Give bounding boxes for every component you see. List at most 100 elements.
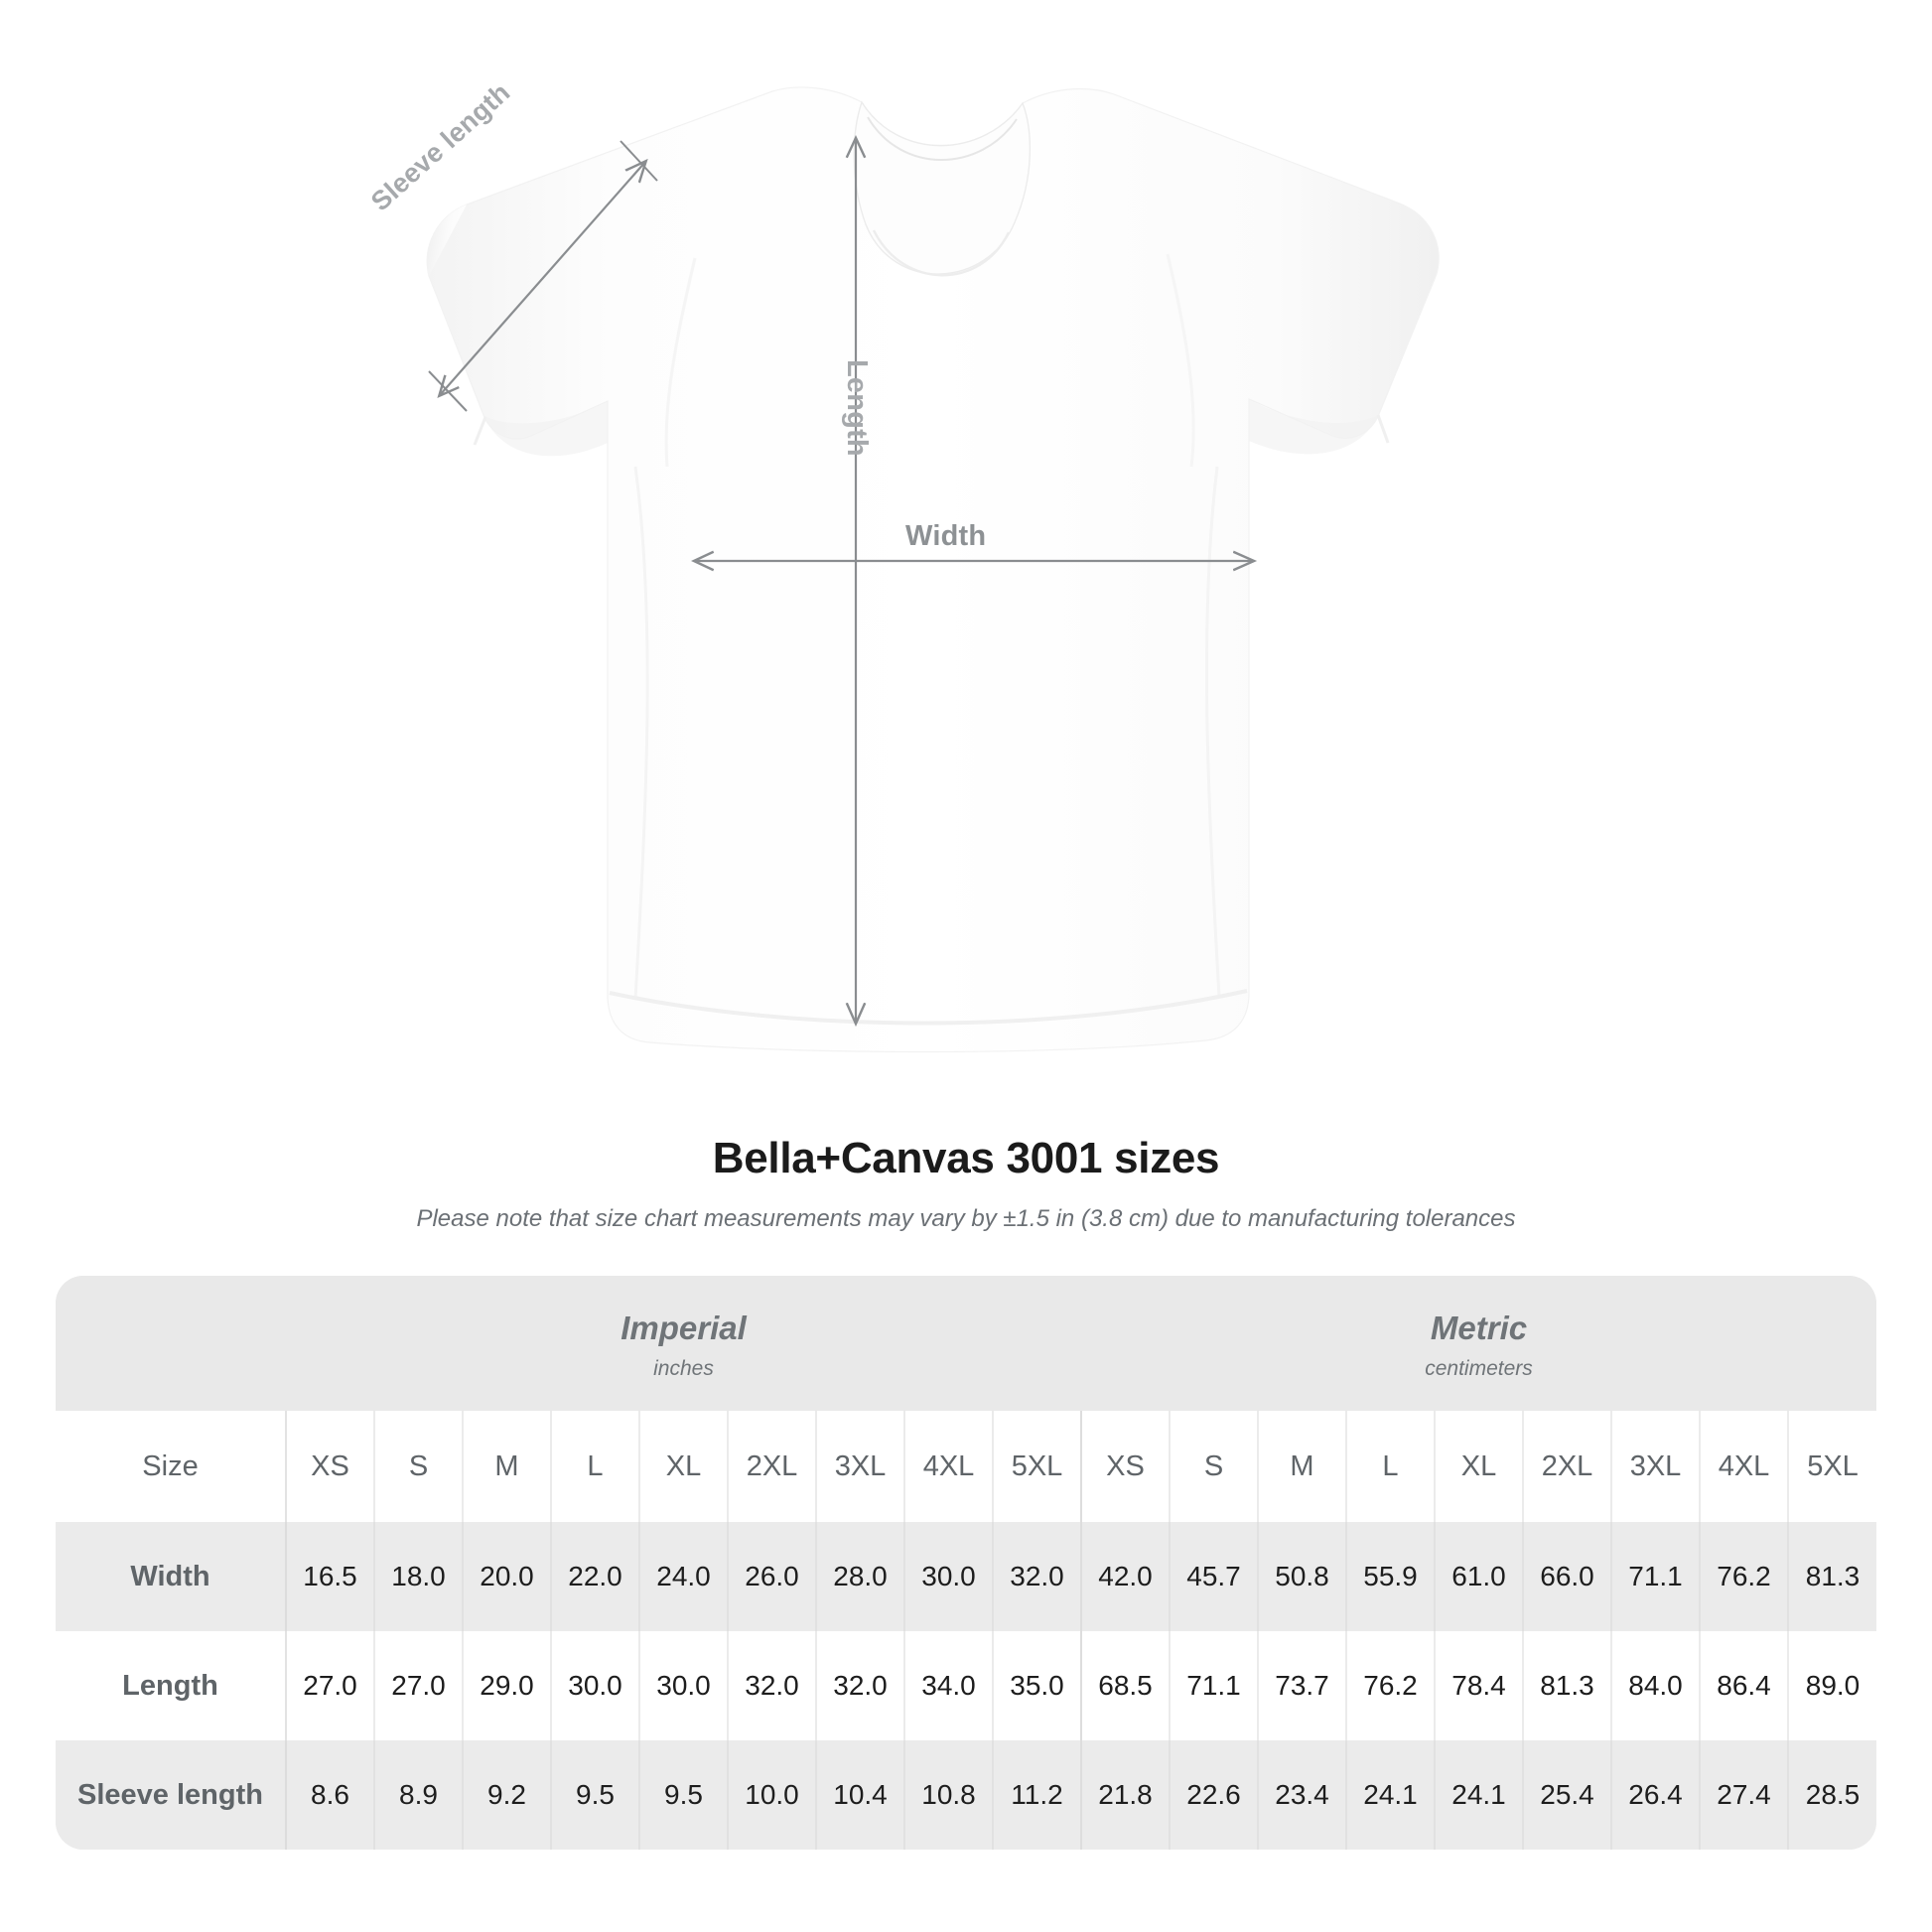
cell-width-s-metric: 45.7 — [1170, 1522, 1259, 1631]
column-header-xl-metric: XL — [1435, 1411, 1524, 1522]
cell-sleeve-length-xl-metric: 24.1 — [1435, 1740, 1524, 1850]
size-chart-table-container: Imperial inches Metric centimeters Size X… — [56, 1276, 1876, 1850]
column-header-5xl-imperial: 5XL — [993, 1411, 1082, 1522]
column-header-4xl-imperial: 4XL — [904, 1411, 994, 1522]
cell-width-2xl-metric: 66.0 — [1523, 1522, 1612, 1631]
cell-width-3xl-metric: 71.1 — [1611, 1522, 1701, 1631]
size-header-row: Size XS S M L XL 2XL 3XL 4XL 5XL XS S M L XL 2XL 3XL 4XL 5… — [56, 1411, 1876, 1522]
sleeve-length-arrow — [440, 162, 645, 395]
cell-sleeve-length-xs-metric: 21.8 — [1081, 1740, 1171, 1850]
unit-sub-imperial: inches — [653, 1357, 714, 1380]
row-header-length: Length — [56, 1631, 287, 1740]
cell-length-xs-imperial: 27.0 — [286, 1631, 375, 1740]
column-header-s-imperial: S — [374, 1411, 464, 1522]
width-label: Width — [905, 520, 987, 552]
cell-width-5xl-metric: 81.3 — [1788, 1522, 1876, 1631]
column-header-4xl-metric: 4XL — [1700, 1411, 1789, 1522]
column-header-xs-imperial: XS — [286, 1411, 375, 1522]
cell-length-4xl-imperial: 34.0 — [904, 1631, 994, 1740]
cell-width-xl-metric: 61.0 — [1435, 1522, 1524, 1631]
cell-length-m-metric: 73.7 — [1258, 1631, 1347, 1740]
cell-width-xs-imperial: 16.5 — [286, 1522, 375, 1631]
unit-name-metric: Metric — [1430, 1310, 1528, 1346]
length-label: Length — [841, 359, 873, 457]
page-title: Bella+Canvas 3001 sizes — [712, 1134, 1220, 1182]
cell-length-2xl-metric: 81.3 — [1523, 1631, 1612, 1740]
cell-length-xs-metric: 68.5 — [1081, 1631, 1171, 1740]
column-header-m-metric: M — [1258, 1411, 1347, 1522]
cell-width-m-imperial: 20.0 — [463, 1522, 552, 1631]
row-header-width: Width — [56, 1522, 287, 1631]
column-header-m-imperial: M — [463, 1411, 552, 1522]
cell-length-2xl-imperial: 32.0 — [728, 1631, 817, 1740]
cell-sleeve-length-xl-imperial: 9.5 — [639, 1740, 729, 1850]
cell-width-m-metric: 50.8 — [1258, 1522, 1347, 1631]
tolerance-note: Please note that size chart measurements… — [416, 1205, 1516, 1232]
measurement-lines — [428, 139, 1253, 1023]
garment-shape — [426, 86, 1440, 1053]
column-header-3xl-imperial: 3XL — [816, 1411, 905, 1522]
cell-width-3xl-imperial: 28.0 — [816, 1522, 905, 1631]
unit-group-metric: Metric centimeters — [1081, 1276, 1876, 1411]
table-row: Length 27.0 27.0 29.0 30.0 30.0 32.0 32.0 34.0 35… — [56, 1631, 1876, 1740]
cell-length-5xl-imperial: 35.0 — [993, 1631, 1082, 1740]
cell-sleeve-length-2xl-imperial: 10.0 — [728, 1740, 817, 1850]
column-header-l-metric: L — [1346, 1411, 1436, 1522]
table-row: Width 16.5 18.0 20.0 22.0 24.0 26.0 28.0 30.0 32.… — [56, 1522, 1876, 1631]
cell-length-s-metric: 71.1 — [1170, 1631, 1259, 1740]
column-header-size: Size — [56, 1411, 287, 1522]
tshirt-illustration — [426, 86, 1440, 1053]
column-header-xl-imperial: XL — [639, 1411, 729, 1522]
cell-sleeve-length-5xl-metric: 28.5 — [1788, 1740, 1876, 1850]
cell-sleeve-length-s-metric: 22.6 — [1170, 1740, 1259, 1850]
cell-width-s-imperial: 18.0 — [374, 1522, 464, 1631]
unit-group-imperial: Imperial inches — [286, 1276, 1081, 1411]
unit-group-row: Imperial inches Metric centimeters — [56, 1276, 1876, 1411]
column-header-5xl-metric: 5XL — [1788, 1411, 1876, 1522]
unit-name-imperial: Imperial — [621, 1310, 747, 1346]
cell-sleeve-length-3xl-imperial: 10.4 — [816, 1740, 905, 1850]
tshirt-measurement-diagram: Sleeve length Length Width — [365, 77, 1440, 1053]
cell-length-3xl-imperial: 32.0 — [816, 1631, 905, 1740]
cell-length-s-imperial: 27.0 — [374, 1631, 464, 1740]
cell-sleeve-length-m-metric: 23.4 — [1258, 1740, 1347, 1850]
cell-sleeve-length-4xl-metric: 27.4 — [1700, 1740, 1789, 1850]
table-body: Imperial inches Metric centimeters Size X… — [56, 1276, 1876, 1850]
cell-width-xl-imperial: 24.0 — [639, 1522, 729, 1631]
column-header-l-imperial: L — [551, 1411, 640, 1522]
cell-width-xs-metric: 42.0 — [1081, 1522, 1171, 1631]
row-header-sleeve-length: Sleeve length — [56, 1740, 287, 1850]
column-header-2xl-imperial: 2XL — [728, 1411, 817, 1522]
cell-length-3xl-metric: 84.0 — [1611, 1631, 1701, 1740]
cell-sleeve-length-l-imperial: 9.5 — [551, 1740, 640, 1850]
cell-width-4xl-imperial: 30.0 — [904, 1522, 994, 1631]
chart-heading-block: Bella+Canvas 3001 sizes Please note that… — [0, 1134, 1932, 1233]
column-header-s-metric: S — [1170, 1411, 1259, 1522]
cell-length-m-imperial: 29.0 — [463, 1631, 552, 1740]
cell-width-4xl-metric: 76.2 — [1700, 1522, 1789, 1631]
cell-width-l-imperial: 22.0 — [551, 1522, 640, 1631]
unit-spacer-cell — [56, 1276, 286, 1411]
cell-sleeve-length-xs-imperial: 8.6 — [286, 1740, 375, 1850]
cell-sleeve-length-3xl-metric: 26.4 — [1611, 1740, 1701, 1850]
cell-sleeve-length-4xl-imperial: 10.8 — [904, 1740, 994, 1850]
cell-width-2xl-imperial: 26.0 — [728, 1522, 817, 1631]
column-header-2xl-metric: 2XL — [1523, 1411, 1612, 1522]
cell-sleeve-length-m-imperial: 9.2 — [463, 1740, 552, 1850]
cell-length-l-metric: 76.2 — [1346, 1631, 1436, 1740]
cell-length-xl-metric: 78.4 — [1435, 1631, 1524, 1740]
table-row: Sleeve length 8.6 8.9 9.2 9.5 9.5 10.0 10.4 10.8… — [56, 1740, 1876, 1850]
cell-length-l-imperial: 30.0 — [551, 1631, 640, 1740]
column-header-3xl-metric: 3XL — [1611, 1411, 1701, 1522]
cell-width-l-metric: 55.9 — [1346, 1522, 1436, 1631]
cell-width-5xl-imperial: 32.0 — [993, 1522, 1082, 1631]
cell-sleeve-length-2xl-metric: 25.4 — [1523, 1740, 1612, 1850]
column-header-xs-metric: XS — [1081, 1411, 1171, 1522]
cell-sleeve-length-s-imperial: 8.9 — [374, 1740, 464, 1850]
cell-sleeve-length-5xl-imperial: 11.2 — [993, 1740, 1082, 1850]
size-chart-table: Imperial inches Metric centimeters Size X… — [56, 1276, 1876, 1850]
cell-length-5xl-metric: 89.0 — [1788, 1631, 1876, 1740]
cell-length-xl-imperial: 30.0 — [639, 1631, 729, 1740]
unit-sub-metric: centimeters — [1425, 1357, 1533, 1380]
cell-length-4xl-metric: 86.4 — [1700, 1631, 1789, 1740]
